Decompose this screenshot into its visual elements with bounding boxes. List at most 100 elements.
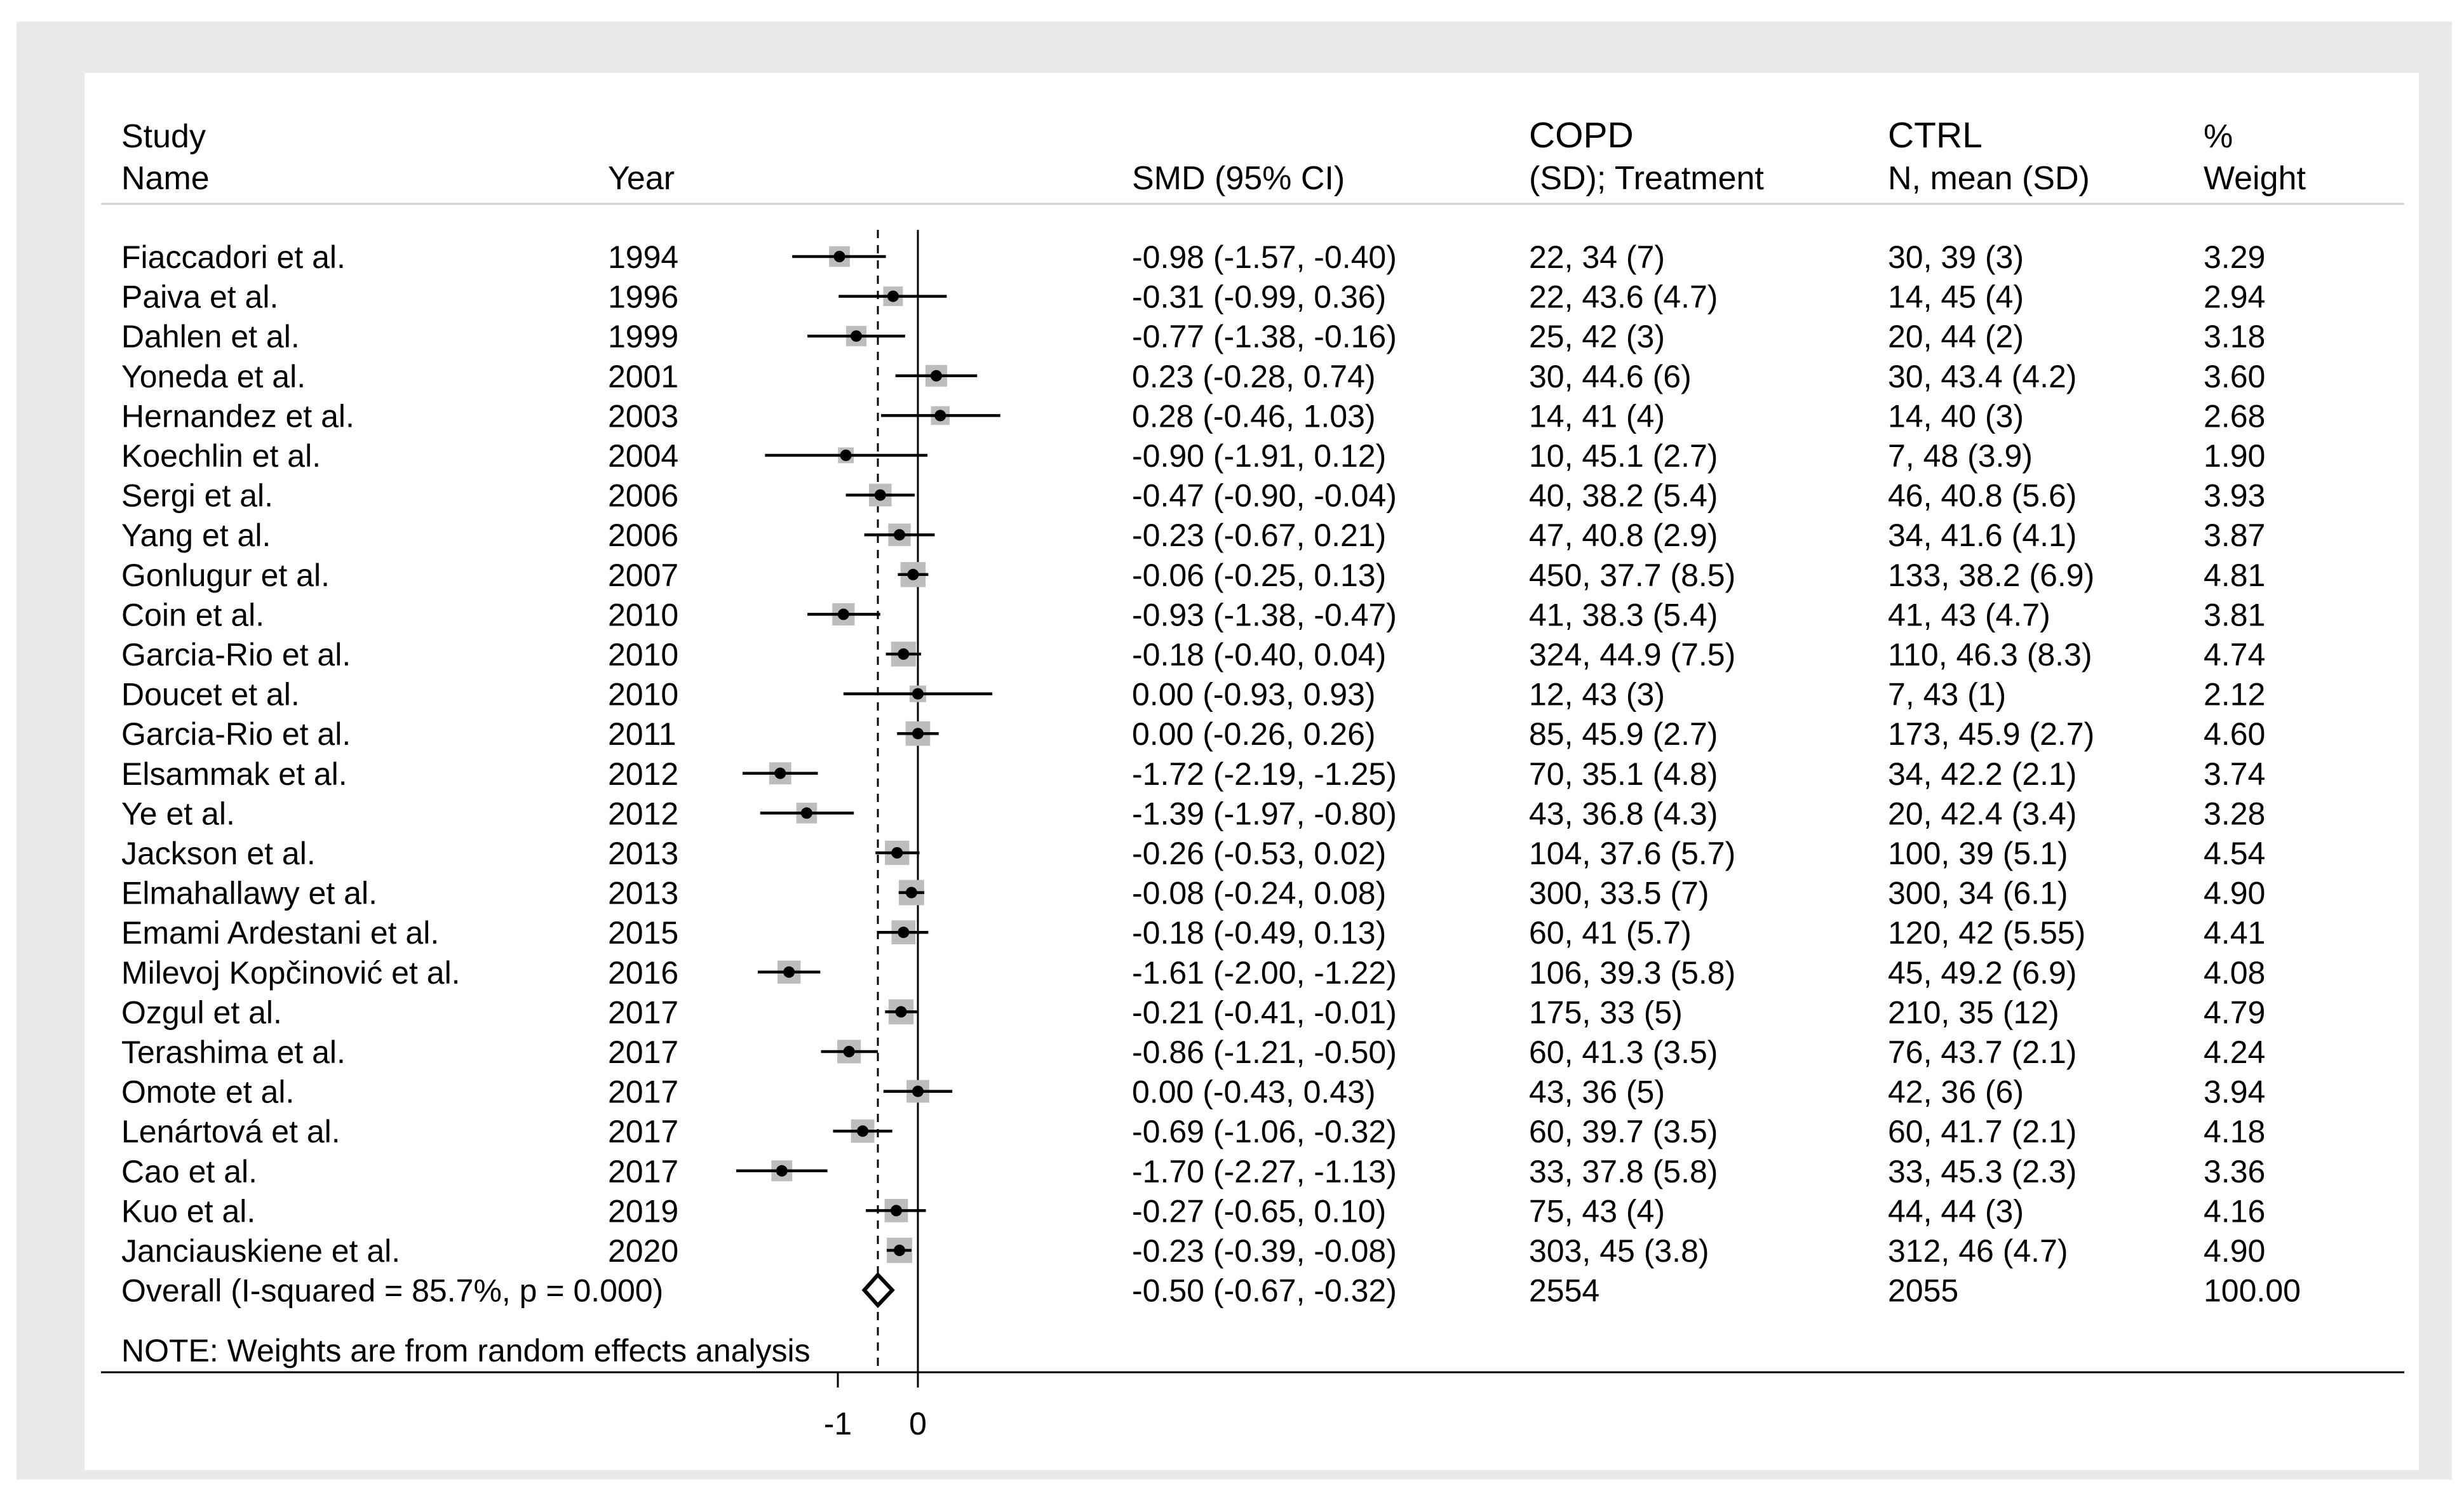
study-weight: 4.16 — [2204, 1193, 2265, 1229]
study-smd-ci: -0.27 (-0.65, 0.10) — [1132, 1193, 1386, 1229]
point-estimate-dot — [934, 410, 946, 422]
study-row: Sergi et al. 2006 -0.47 (-0.90, -0.04) 40, … — [121, 478, 2265, 514]
study-ctrl-values: 60, 41.7 (2.1) — [1888, 1114, 2077, 1149]
study-ctrl-values: 42, 36 (6) — [1888, 1074, 2024, 1110]
study-name: Paiva et al. — [121, 279, 278, 315]
study-smd-ci: -0.93 (-1.38, -0.47) — [1132, 597, 1397, 632]
study-weight: 4.60 — [2204, 716, 2265, 752]
point-estimate-dot — [833, 251, 845, 262]
point-estimate-dot — [912, 728, 924, 740]
study-row: Omote et al. 2017 0.00 (-0.43, 0.43) 43, 36… — [121, 1074, 2265, 1110]
study-copd-values: 300, 33.5 (7) — [1529, 876, 1709, 911]
point-estimate-dot — [905, 886, 917, 899]
study-weight: 3.87 — [2204, 518, 2265, 553]
study-year: 2006 — [608, 478, 678, 514]
study-smd-ci: -1.61 (-2.00, -1.22) — [1132, 955, 1397, 991]
overall-row: Overall (I-squared = 85.7%, p = 0.000) -… — [121, 1272, 2301, 1309]
study-ctrl-values: 20, 44 (2) — [1888, 319, 2024, 354]
x-tick-label: -1 — [824, 1406, 852, 1441]
study-year: 2004 — [608, 438, 678, 474]
study-smd-ci: -0.18 (-0.40, 0.04) — [1132, 637, 1386, 672]
study-name: Kuo et al. — [121, 1193, 255, 1229]
study-name: Hernandez et al. — [121, 398, 354, 434]
point-estimate-dot — [894, 529, 906, 541]
study-year: 2010 — [608, 677, 678, 712]
study-weight: 4.24 — [2204, 1034, 2265, 1070]
study-ctrl-values: 14, 45 (4) — [1888, 279, 2024, 315]
study-weight: 3.81 — [2204, 597, 2265, 632]
point-estimate-dot — [776, 1165, 788, 1177]
study-weight: 4.08 — [2204, 955, 2265, 991]
study-row: Hernandez et al. 2003 0.28 (-0.46, 1.03) 14… — [121, 398, 2265, 434]
point-estimate-dot — [774, 767, 786, 779]
header-ctrl-sub: N, mean (SD) — [1888, 160, 2090, 197]
header-ctrl: CTRL — [1888, 115, 1983, 156]
study-copd-values: 60, 39.7 (3.5) — [1529, 1114, 1718, 1149]
study-smd-ci: 0.00 (-0.93, 0.93) — [1132, 677, 1376, 712]
study-year: 2016 — [608, 955, 678, 991]
study-smd-ci: -0.77 (-1.38, -0.16) — [1132, 319, 1397, 354]
header-year: Year — [608, 160, 675, 197]
point-estimate-dot — [800, 807, 812, 819]
point-estimate-dot — [890, 1205, 902, 1217]
study-name: Cao et al. — [121, 1154, 257, 1189]
study-copd-values: 70, 35.1 (4.8) — [1529, 756, 1718, 792]
study-row: Ye et al. 2012 -1.39 (-1.97, -0.80) 43, 36.… — [121, 796, 2265, 831]
study-ctrl-values: 20, 42.4 (3.4) — [1888, 796, 2077, 831]
study-weight: 4.90 — [2204, 1233, 2265, 1269]
study-ctrl-values: 210, 35 (12) — [1888, 994, 2059, 1030]
study-row: Emami Ardestani et al. 2015 -0.18 (-0.49, … — [121, 915, 2265, 951]
study-row: Paiva et al. 1996 -0.31 (-0.99, 0.36) 22, 4… — [121, 279, 2265, 315]
study-weight: 2.68 — [2204, 398, 2265, 434]
study-ctrl-values: 45, 49.2 (6.9) — [1888, 955, 2077, 991]
study-smd-ci: -0.86 (-1.21, -0.50) — [1132, 1034, 1397, 1070]
study-copd-values: 40, 38.2 (5.4) — [1529, 478, 1718, 514]
study-ctrl-values: 173, 45.9 (2.7) — [1888, 716, 2094, 752]
study-ctrl-values: 76, 43.7 (2.1) — [1888, 1034, 2077, 1070]
study-row: Cao et al. 2017 -1.70 (-2.27, -1.13) 33, 37… — [121, 1154, 2265, 1189]
study-year: 2017 — [608, 1154, 678, 1189]
overall-effect-diamond — [861, 1272, 895, 1309]
study-rows: Fiaccadori et al. 1994 -0.98 (-1.57, -0.40… — [121, 239, 2265, 1269]
study-weight: 4.18 — [2204, 1114, 2265, 1149]
study-copd-values: 303, 45 (3.8) — [1529, 1233, 1709, 1269]
study-name: Doucet et al. — [121, 677, 300, 712]
study-ctrl-values: 41, 43 (4.7) — [1888, 597, 2050, 632]
header-copd-sub: (SD); Treatment — [1529, 160, 1764, 197]
point-estimate-dot — [857, 1125, 869, 1137]
study-name: Terashima et al. — [121, 1034, 346, 1070]
study-copd-values: 450, 37.7 (8.5) — [1529, 558, 1735, 593]
point-estimate-dot — [898, 926, 910, 939]
study-year: 2017 — [608, 994, 678, 1030]
header-smd: SMD (95% CI) — [1132, 160, 1345, 197]
study-year: 1996 — [608, 279, 678, 315]
study-smd-ci: 0.28 (-0.46, 1.03) — [1132, 398, 1376, 434]
study-ctrl-values: 30, 43.4 (4.2) — [1888, 359, 2077, 394]
point-estimate-dot — [891, 847, 903, 859]
study-row: Doucet et al. 2010 0.00 (-0.93, 0.93) 12, 4… — [121, 677, 2265, 712]
study-name: Elsammak et al. — [121, 756, 347, 792]
study-name: Dahlen et al. — [121, 319, 300, 354]
study-year: 2003 — [608, 398, 678, 434]
study-name: Jackson et al. — [121, 836, 316, 871]
point-estimate-dot — [912, 688, 924, 700]
study-copd-values: 175, 33 (5) — [1529, 994, 1683, 1030]
study-copd-values: 10, 45.1 (2.7) — [1529, 438, 1718, 474]
point-estimate-dot — [912, 1085, 924, 1097]
point-estimate-dot — [894, 1245, 906, 1256]
study-smd-ci: 0.23 (-0.28, 0.74) — [1132, 359, 1376, 394]
study-row: Coin et al. 2010 -0.93 (-1.38, -0.47) 41, 3… — [121, 597, 2265, 632]
header-study-line2: Name — [121, 160, 210, 197]
study-copd-values: 324, 44.9 (7.5) — [1529, 637, 1735, 672]
study-copd-values: 60, 41 (5.7) — [1529, 915, 1692, 951]
study-copd-values: 60, 41.3 (3.5) — [1529, 1034, 1718, 1070]
study-year: 2010 — [608, 597, 678, 632]
header-weight-line1: % — [2204, 118, 2233, 155]
study-name: Yoneda et al. — [121, 359, 306, 394]
study-copd-values: 25, 42 (3) — [1529, 319, 1665, 354]
study-weight: 4.79 — [2204, 994, 2265, 1030]
point-estimate-dot — [837, 608, 849, 620]
study-weight: 3.36 — [2204, 1154, 2265, 1189]
study-year: 2017 — [608, 1034, 678, 1070]
study-smd-ci: -0.23 (-0.67, 0.21) — [1132, 518, 1386, 553]
